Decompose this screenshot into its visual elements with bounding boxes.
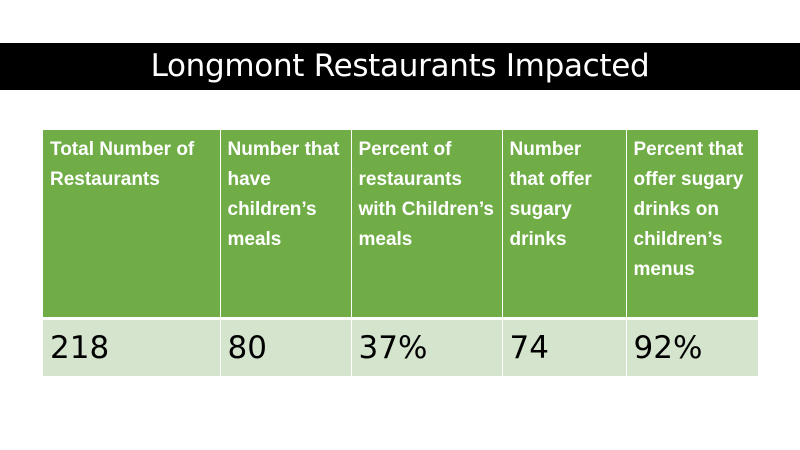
slide-title: Longmont Restaurants Impacted (150, 48, 650, 84)
title-bar: Longmont Restaurants Impacted (0, 43, 800, 90)
header-childrens-meals-count: Number that have children’s meals (220, 130, 352, 320)
cell-total-restaurants: 218 (43, 318, 221, 376)
restaurant-data-table: Total Number of Restaurants Number that … (43, 130, 758, 376)
header-childrens-meals-percent: Percent of restaurants with Children’s m… (351, 130, 503, 320)
cell-childrens-meals-percent: 37% (351, 318, 503, 376)
cell-sugary-drinks-count: 74 (502, 318, 627, 376)
table-header-row: Total Number of Restaurants Number that … (43, 130, 758, 320)
cell-childrens-meals-count: 80 (220, 318, 352, 376)
header-total-restaurants: Total Number of Restaurants (43, 130, 221, 320)
table-row: 218 80 37% 74 92% (43, 318, 758, 376)
header-sugary-drinks-percent: Percent that offer sugary drinks on chil… (626, 130, 758, 320)
cell-sugary-drinks-percent: 92% (626, 318, 758, 376)
header-sugary-drinks-count: Number that offer sugary drinks (502, 130, 627, 320)
